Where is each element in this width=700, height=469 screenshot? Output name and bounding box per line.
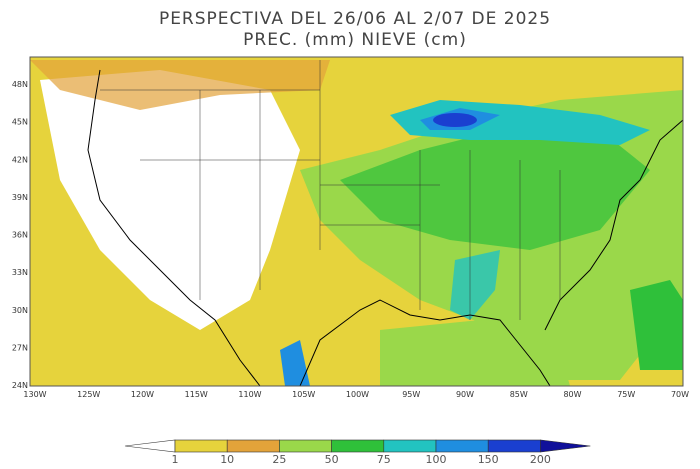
colorbar-label: 200 bbox=[530, 453, 551, 466]
colorbar-segment bbox=[226, 439, 280, 453]
map-frame bbox=[29, 56, 684, 387]
colorbar-label: 100 bbox=[426, 453, 447, 466]
map-area bbox=[29, 56, 684, 387]
colorbar-arrow bbox=[124, 439, 176, 453]
pacific-area bbox=[280, 340, 310, 386]
lon-label: 115W bbox=[185, 390, 208, 399]
orange-area bbox=[30, 60, 330, 110]
colorbar-segment bbox=[174, 439, 228, 453]
colorbar-arrow bbox=[540, 439, 591, 453]
lat-label: 39N bbox=[12, 193, 28, 202]
teal-area-south bbox=[450, 250, 500, 320]
lat-label: 24N bbox=[12, 381, 28, 390]
lon-label: 120W bbox=[131, 390, 154, 399]
lon-label: 110W bbox=[238, 390, 261, 399]
subtitle: PREC. (mm) NIEVE (cm) bbox=[243, 30, 467, 50]
borders bbox=[100, 60, 561, 320]
lat-label: 27N bbox=[12, 343, 28, 352]
colorbar-segment bbox=[435, 439, 489, 453]
lat-label: 48N bbox=[12, 80, 28, 89]
wet-area bbox=[340, 130, 650, 250]
gulf-area bbox=[380, 320, 570, 386]
max-area bbox=[433, 113, 477, 127]
lon-label: 100W bbox=[346, 390, 369, 399]
colorbar-segment bbox=[487, 439, 541, 453]
lon-label: 105W bbox=[292, 390, 315, 399]
colorbar-segment bbox=[279, 439, 332, 453]
title: PERSPECTIVA DEL 26/06 AL 2/07 DE 2025 bbox=[159, 9, 551, 29]
dry-area bbox=[40, 70, 300, 330]
lon-label: 70W bbox=[671, 390, 689, 399]
colorbar-label: 150 bbox=[478, 453, 499, 466]
colorbar-segment bbox=[331, 439, 385, 453]
colorbar-label: 50 bbox=[325, 453, 339, 466]
colorbar-label: 25 bbox=[272, 453, 286, 466]
lat-label: 42N bbox=[12, 155, 28, 164]
lat-label: 36N bbox=[12, 231, 28, 240]
lon-label: 125W bbox=[77, 390, 100, 399]
coastline bbox=[87, 69, 684, 387]
lat-label: 45N bbox=[12, 118, 28, 127]
atlantic-area bbox=[630, 280, 683, 370]
colorbar-label: 10 bbox=[220, 453, 234, 466]
lon-label: 90W bbox=[456, 390, 474, 399]
lon-label: 85W bbox=[510, 390, 528, 399]
lon-label: 95W bbox=[402, 390, 420, 399]
lon-label: 130W bbox=[23, 390, 46, 399]
lat-label: 33N bbox=[12, 268, 28, 277]
lat-label: 30N bbox=[12, 306, 28, 315]
colorbar-label: 75 bbox=[377, 453, 391, 466]
lon-label: 80W bbox=[563, 390, 581, 399]
lon-label: 75W bbox=[617, 390, 635, 399]
colorbar-segment bbox=[383, 439, 437, 453]
colorbar-label: 1 bbox=[172, 453, 179, 466]
